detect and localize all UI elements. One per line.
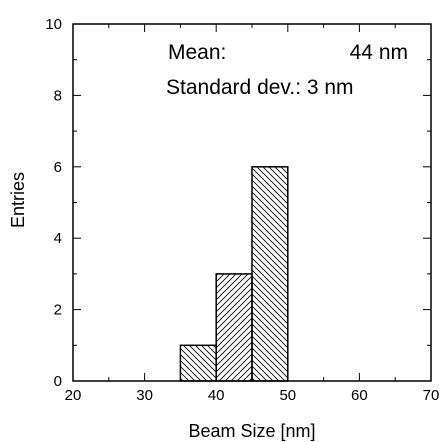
mean-value: 44 nm [350, 41, 408, 64]
x-tick-label: 20 [65, 387, 82, 404]
x-tick-label: 40 [208, 387, 225, 404]
histogram-bars [179, 166, 289, 382]
y-tick-label: 0 [54, 373, 62, 390]
y-tick-label: 4 [54, 230, 62, 247]
y-tick-label: 6 [54, 159, 62, 176]
stddev-annotation: Standard dev.: 3 nm [166, 76, 354, 99]
y-tick-label: 10 [45, 16, 62, 33]
histogram-bar-2 [215, 273, 253, 382]
histogram-bar-1 [179, 344, 217, 382]
x-tick-label: 30 [136, 387, 153, 404]
y-axis-title: Entries [8, 172, 28, 228]
x-tick-label: 70 [423, 387, 440, 404]
mean-label: Mean: [168, 41, 226, 64]
histogram-bar-3 [251, 166, 289, 382]
x-tick-label: 50 [279, 387, 296, 404]
x-axis-title: Beam Size [nm] [188, 421, 315, 441]
tick-labels: 20 30 40 50 60 70 0 2 4 6 8 10 [45, 16, 439, 404]
x-tick-label: 60 [351, 387, 368, 404]
y-tick-label: 2 [54, 302, 62, 319]
y-tick-label: 8 [54, 87, 62, 104]
plot-frame [72, 23, 432, 382]
